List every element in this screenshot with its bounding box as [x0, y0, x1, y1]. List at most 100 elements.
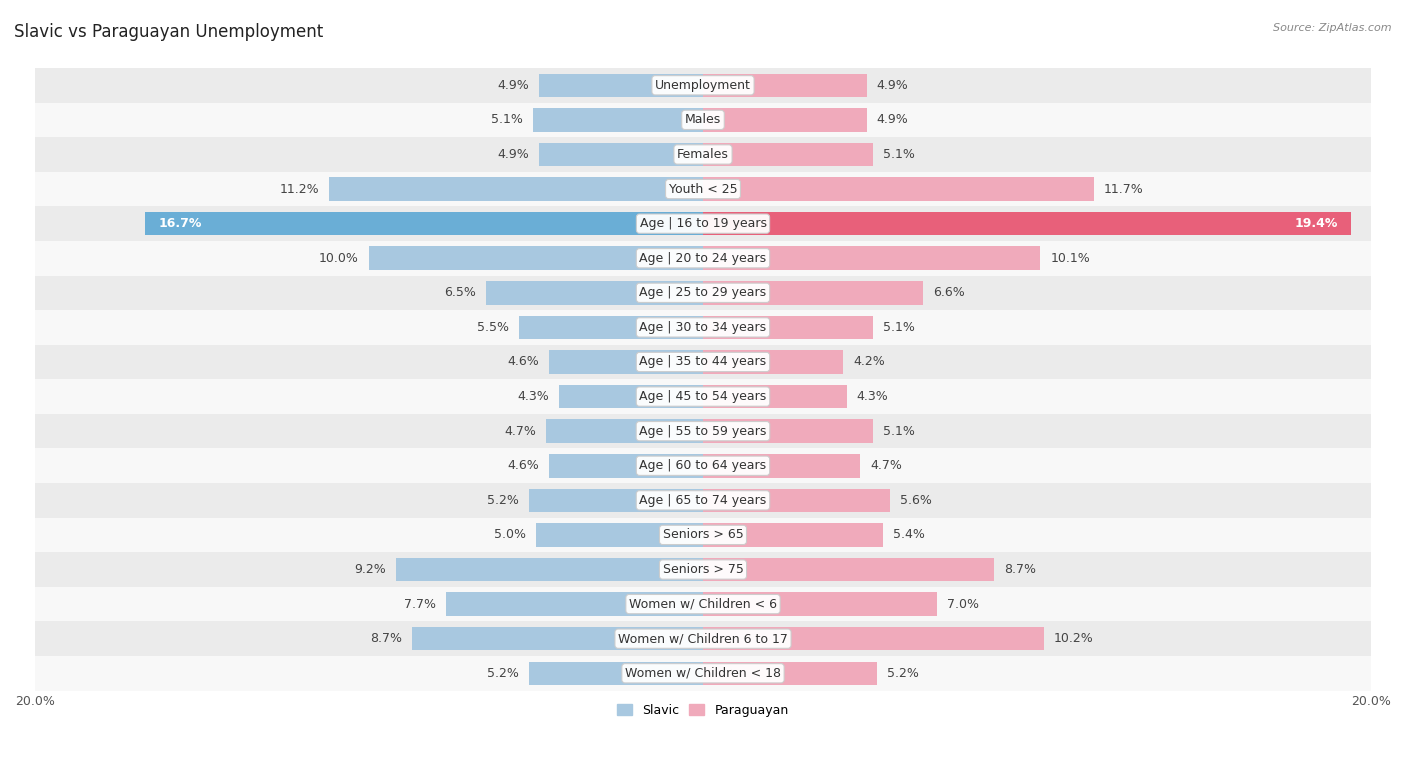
- Bar: [35, 241, 1371, 276]
- Text: 5.4%: 5.4%: [893, 528, 925, 541]
- Text: 5.2%: 5.2%: [887, 667, 918, 680]
- Bar: [368, 247, 703, 270]
- Text: 4.9%: 4.9%: [877, 79, 908, 92]
- Text: 4.3%: 4.3%: [517, 390, 550, 403]
- Bar: [35, 276, 1371, 310]
- Bar: [529, 488, 703, 512]
- Text: 16.7%: 16.7%: [159, 217, 202, 230]
- Text: 10.2%: 10.2%: [1053, 632, 1094, 645]
- Text: 5.1%: 5.1%: [883, 425, 915, 438]
- Bar: [703, 350, 844, 374]
- Bar: [703, 627, 1043, 650]
- Bar: [703, 592, 936, 616]
- Bar: [550, 350, 703, 374]
- Bar: [703, 523, 883, 547]
- Bar: [703, 385, 846, 408]
- Bar: [145, 212, 703, 235]
- Text: 5.2%: 5.2%: [488, 667, 519, 680]
- Bar: [395, 558, 703, 581]
- Text: 5.1%: 5.1%: [491, 114, 523, 126]
- Bar: [486, 281, 703, 304]
- Text: Age | 35 to 44 years: Age | 35 to 44 years: [640, 356, 766, 369]
- Text: 4.9%: 4.9%: [877, 114, 908, 126]
- Text: 5.1%: 5.1%: [883, 148, 915, 161]
- Text: 11.2%: 11.2%: [280, 182, 319, 195]
- Bar: [703, 73, 866, 97]
- Bar: [329, 177, 703, 201]
- Text: Seniors > 75: Seniors > 75: [662, 563, 744, 576]
- Text: Age | 25 to 29 years: Age | 25 to 29 years: [640, 286, 766, 299]
- Text: 4.3%: 4.3%: [856, 390, 889, 403]
- Legend: Slavic, Paraguayan: Slavic, Paraguayan: [612, 699, 794, 721]
- Bar: [703, 419, 873, 443]
- Bar: [703, 454, 860, 478]
- Bar: [703, 247, 1040, 270]
- Text: 5.6%: 5.6%: [900, 494, 932, 507]
- Bar: [35, 656, 1371, 690]
- Bar: [412, 627, 703, 650]
- Bar: [35, 172, 1371, 207]
- Bar: [35, 379, 1371, 414]
- Text: 4.9%: 4.9%: [498, 148, 529, 161]
- Text: 19.4%: 19.4%: [1295, 217, 1337, 230]
- Text: Age | 45 to 54 years: Age | 45 to 54 years: [640, 390, 766, 403]
- Text: Females: Females: [678, 148, 728, 161]
- Text: Women w/ Children < 18: Women w/ Children < 18: [626, 667, 780, 680]
- Bar: [35, 483, 1371, 518]
- Bar: [35, 448, 1371, 483]
- Text: Source: ZipAtlas.com: Source: ZipAtlas.com: [1274, 23, 1392, 33]
- Bar: [703, 662, 877, 685]
- Bar: [35, 414, 1371, 448]
- Bar: [35, 587, 1371, 621]
- Bar: [35, 310, 1371, 344]
- Bar: [536, 523, 703, 547]
- Text: 5.0%: 5.0%: [494, 528, 526, 541]
- Bar: [35, 137, 1371, 172]
- Text: 7.0%: 7.0%: [946, 597, 979, 611]
- Text: Slavic vs Paraguayan Unemployment: Slavic vs Paraguayan Unemployment: [14, 23, 323, 41]
- Bar: [703, 177, 1094, 201]
- Bar: [35, 207, 1371, 241]
- Text: 4.6%: 4.6%: [508, 459, 540, 472]
- Bar: [703, 108, 866, 132]
- Bar: [550, 454, 703, 478]
- Text: 6.5%: 6.5%: [444, 286, 475, 299]
- Bar: [35, 344, 1371, 379]
- Bar: [560, 385, 703, 408]
- Bar: [703, 212, 1351, 235]
- Bar: [35, 103, 1371, 137]
- Bar: [529, 662, 703, 685]
- Text: 6.6%: 6.6%: [934, 286, 966, 299]
- Text: 5.2%: 5.2%: [488, 494, 519, 507]
- Bar: [519, 316, 703, 339]
- Text: Women w/ Children 6 to 17: Women w/ Children 6 to 17: [619, 632, 787, 645]
- Bar: [546, 419, 703, 443]
- Text: Seniors > 65: Seniors > 65: [662, 528, 744, 541]
- Text: 8.7%: 8.7%: [1004, 563, 1036, 576]
- Text: 10.0%: 10.0%: [319, 252, 359, 265]
- Text: 4.6%: 4.6%: [508, 356, 540, 369]
- Text: 9.2%: 9.2%: [354, 563, 385, 576]
- Bar: [703, 281, 924, 304]
- Bar: [35, 518, 1371, 552]
- Text: Age | 60 to 64 years: Age | 60 to 64 years: [640, 459, 766, 472]
- Bar: [540, 143, 703, 167]
- Text: 7.7%: 7.7%: [404, 597, 436, 611]
- Bar: [703, 143, 873, 167]
- Text: 5.1%: 5.1%: [883, 321, 915, 334]
- Bar: [703, 488, 890, 512]
- Text: 4.9%: 4.9%: [498, 79, 529, 92]
- Text: 8.7%: 8.7%: [370, 632, 402, 645]
- Bar: [35, 68, 1371, 103]
- Text: Age | 16 to 19 years: Age | 16 to 19 years: [640, 217, 766, 230]
- Text: 4.2%: 4.2%: [853, 356, 884, 369]
- Bar: [703, 558, 994, 581]
- Text: Age | 20 to 24 years: Age | 20 to 24 years: [640, 252, 766, 265]
- Bar: [703, 316, 873, 339]
- Text: Age | 65 to 74 years: Age | 65 to 74 years: [640, 494, 766, 507]
- Text: Women w/ Children < 6: Women w/ Children < 6: [628, 597, 778, 611]
- Text: 4.7%: 4.7%: [505, 425, 536, 438]
- Bar: [446, 592, 703, 616]
- Text: Unemployment: Unemployment: [655, 79, 751, 92]
- Text: Males: Males: [685, 114, 721, 126]
